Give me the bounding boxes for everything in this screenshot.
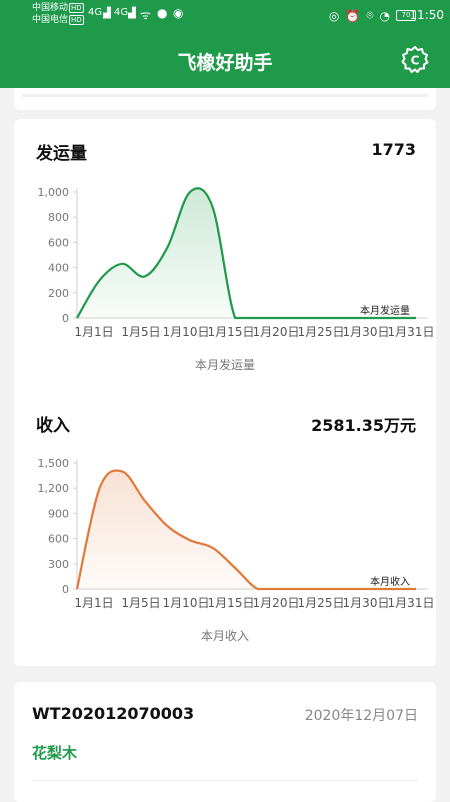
shipment-x-tick-label: 1月30日 — [343, 325, 390, 339]
income-caption: 本月收入 — [14, 627, 436, 644]
shipment-x-tick-label: 1月20日 — [253, 325, 300, 339]
network-1-label: 4G — [88, 7, 102, 18]
wechat-icon: ● — [157, 6, 167, 20]
hd-badge-1: HD — [69, 3, 84, 13]
wifi-icon: ᯤ — [140, 6, 151, 23]
income-y-tick-label: 1,200 — [38, 482, 70, 495]
shipment-y-tick-label: 800 — [48, 211, 69, 224]
speed-icon: ◔ — [380, 9, 390, 23]
income-x-tick-label: 1月20日 — [253, 596, 300, 610]
divider — [32, 780, 418, 781]
alarm-icon: ⏰ — [345, 9, 360, 23]
order-date: 2020年12月07日 — [305, 705, 418, 725]
settings-c-icon[interactable]: C — [400, 45, 430, 75]
shipment-y-tick-label: 200 — [48, 287, 69, 300]
carrier-1: 中国移动 — [32, 3, 68, 13]
app-title: 飞橡好助手 — [0, 48, 450, 75]
shipment-x-tick-label: 1月31日 — [388, 325, 435, 339]
shipment-y-tick-label: 600 — [48, 236, 69, 249]
order-wood-type: 花梨木 — [32, 742, 77, 763]
income-x-tick-label: 1月5日 — [121, 596, 160, 610]
shipment-x-tick-label: 1月15日 — [208, 325, 255, 339]
income-y-tick-label: 1,500 — [38, 457, 70, 470]
income-area — [77, 470, 416, 589]
status-icons: ◎ ⏰ ⌾ ◔ 70 — [329, 8, 416, 23]
income-legend: 本月收入 — [370, 575, 410, 588]
order-card[interactable]: WT202012070003 2020年12月07日 花梨木 — [14, 682, 436, 802]
income-x-tick-label: 1月30日 — [343, 596, 390, 610]
svg-text:C: C — [411, 54, 420, 68]
income-x-tick-label: 1月1日 — [74, 596, 113, 610]
income-y-tick-label: 600 — [48, 533, 69, 546]
shipment-y-tick-label: 1,000 — [38, 186, 70, 199]
shipment-x-tick-label: 1月25日 — [298, 325, 345, 339]
shipment-caption: 本月发运量 — [14, 356, 436, 373]
hd-badge-2: HD — [69, 15, 84, 25]
income-y-tick-label: 300 — [48, 558, 69, 571]
network-2-label: 4G — [114, 7, 128, 18]
message-icon: ◉ — [173, 6, 183, 20]
eye-icon: ◎ — [329, 9, 339, 23]
shipment-x-tick-label: 1月10日 — [163, 325, 210, 339]
signal-icon-2: ▟ — [128, 8, 136, 19]
app-bar: 飞橡好助手 C — [0, 30, 450, 88]
signal-icon: ▟ — [103, 8, 111, 19]
shipment-x-tick-label: 1月1日 — [74, 325, 113, 339]
clock: 11:50 — [409, 8, 444, 22]
shipment-legend: 本月发运量 — [360, 304, 410, 317]
income-y-tick-label: 900 — [48, 507, 69, 520]
previous-card — [14, 88, 436, 110]
income-x-tick-label: 1月10日 — [163, 596, 210, 610]
order-id: WT202012070003 — [32, 704, 194, 723]
income-title: 收入 — [36, 411, 70, 436]
income-y-tick-label: 0 — [62, 583, 69, 596]
shipment-title: 发运量 — [36, 139, 87, 164]
shipment-total: 1773 — [371, 140, 416, 159]
income-total: 2581.35万元 — [311, 412, 416, 436]
shipment-y-tick-label: 0 — [62, 312, 69, 325]
location-icon: ⌾ — [366, 8, 373, 23]
shipment-y-tick-label: 400 — [48, 262, 69, 275]
income-x-tick-label: 1月15日 — [208, 596, 255, 610]
shipment-area — [77, 188, 416, 318]
shipment-x-tick-label: 1月5日 — [121, 325, 160, 339]
carrier-2: 中国电信 — [32, 15, 68, 25]
income-x-tick-label: 1月31日 — [388, 596, 435, 610]
income-x-tick-label: 1月25日 — [298, 596, 345, 610]
